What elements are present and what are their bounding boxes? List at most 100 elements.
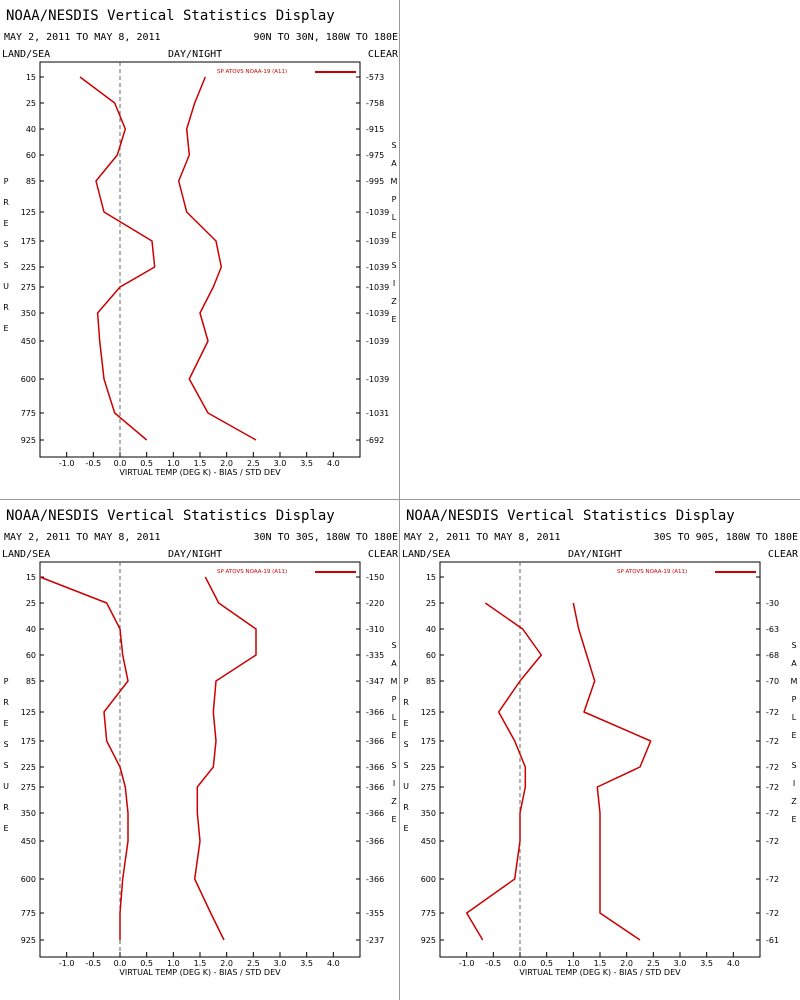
bias-line [465,602,543,941]
pressure-letter: S [403,740,408,749]
land-sea-label: LAND/SEA [2,49,50,60]
x-tick-label: 4.0 [327,459,340,468]
pressure-letter: S [403,761,408,770]
sample-size-letter: L [392,713,397,722]
sample-size-label: -366 [366,809,384,818]
pressure-tick-label: 350 [21,309,36,318]
pressure-tick-label: 350 [21,809,36,818]
sample-size-label: -1039 [366,375,389,384]
sample-size-letter: Z [791,797,797,806]
pressure-tick-label: 450 [421,837,436,846]
sample-size-label: -366 [366,737,384,746]
bias-line [79,76,156,441]
x-tick-label: 2.5 [647,959,660,968]
sample-size-label: -72 [766,737,779,746]
day-night-label: DAY/NIGHT [168,549,222,560]
pressure-letter: S [3,740,8,749]
sample-size-letter: A [791,659,797,668]
sample-size-label: -995 [366,177,384,186]
sample-size-letter: S [391,761,396,770]
panel-title: NOAA/NESDIS Vertical Statistics Display [6,8,335,24]
x-tick-label: 0.5 [140,459,153,468]
sample-size-label: -366 [366,875,384,884]
x-tick-label: 1.5 [594,959,607,968]
sample-size-label: -366 [366,763,384,772]
date-range: MAY 2, 2011 TO MAY 8, 2011 [4,32,161,43]
sample-size-letter: S [791,761,796,770]
sample-size-label: -1039 [366,263,389,272]
pressure-letter: P [404,677,409,686]
sample-size-letter: M [391,177,398,186]
pressure-letter: R [403,698,409,707]
sample-size-label: -366 [366,783,384,792]
x-tick-label: 2.0 [220,959,233,968]
sample-size-label: -366 [366,708,384,717]
pressure-letter: R [3,303,9,312]
sample-size-letter: S [391,261,396,270]
sample-size-label: -63 [766,625,779,634]
vertical-divider [399,0,400,1000]
sample-size-letter: A [391,659,397,668]
sample-size-label: -335 [366,651,384,660]
region-label: 30N TO 30S, 180W TO 180E [254,532,399,543]
pressure-tick-label: 125 [421,708,436,717]
date-range: MAY 2, 2011 TO MAY 8, 2011 [4,532,161,543]
pressure-axis-title: P R E S S U R E [3,177,9,333]
sample-size-letter: L [392,213,397,222]
pressure-tick-label: 925 [421,936,436,945]
sample-size-label: -1039 [366,237,389,246]
pressure-letter: R [3,198,9,207]
x-tick-label: 2.0 [620,959,633,968]
sample-size-letter: M [391,677,398,686]
axes: -1.0 -0.5 0.0 0.5 1.0 1.5 2.0 2.5 3.0 3.5 4.0 15 -15… [21,562,384,968]
chart-30n-30s: NOAA/NESDIS Vertical Statistics Display … [2,508,399,977]
x-tick-label: 3.0 [674,959,687,968]
sample-size-label: -72 [766,837,779,846]
pressure-tick-label: 225 [421,763,436,772]
pressure-tick-label: 450 [21,337,36,346]
sample-size-label: -72 [766,875,779,884]
sample-size-label: -68 [766,651,779,660]
pressure-tick-label: 275 [21,283,36,292]
x-tick-label: 3.5 [300,459,313,468]
sample-size-label: -237 [366,936,384,945]
std-dev-line [177,76,257,441]
x-tick-label: 3.5 [300,959,313,968]
sample-size-label: -72 [766,809,779,818]
panel-title: NOAA/NESDIS Vertical Statistics Display [6,508,335,524]
sample-size-label: -30 [766,599,779,608]
pressure-tick-label: 40 [26,125,36,134]
pressure-tick-label: 275 [421,783,436,792]
region-label: 90N TO 30N, 180W TO 180E [254,32,399,43]
sample-size-label: -150 [366,573,384,582]
x-tick-label: 4.0 [327,959,340,968]
sample-size-label: -975 [366,151,384,160]
x-tick-label: 2.5 [247,959,260,968]
sample-size-label: -692 [366,436,384,445]
pressure-tick-label: 775 [421,909,436,918]
pressure-tick-label: 225 [21,263,36,272]
sample-size-label: -72 [766,783,779,792]
sample-size-letter: E [391,231,396,240]
pressure-letter: S [3,240,8,249]
pressure-tick-label: 125 [21,208,36,217]
pressure-tick-label: 925 [21,936,36,945]
x-tick-label: 1.0 [167,459,180,468]
pressure-letter: P [4,677,9,686]
sample-size-label: -1039 [366,208,389,217]
day-night-label: DAY/NIGHT [568,549,622,560]
sample-size-label: -61 [766,936,779,945]
pressure-tick-label: 85 [26,677,36,686]
pressure-letter: R [3,698,9,707]
pressure-letter: P [4,177,9,186]
x-tick-label: 0.0 [114,459,127,468]
pressure-axis-title: P R E S S U R E [403,677,409,833]
pressure-letter: S [3,761,8,770]
sample-size-label: -310 [366,625,384,634]
chart-90n-30n: NOAA/NESDIS Vertical Statistics Display … [2,8,399,477]
pressure-tick-label: 15 [26,573,36,582]
x-axis-label: VIRTUAL TEMP (DEG K) - BIAS / STD DEV [119,468,281,477]
series-lines [39,576,257,941]
pressure-tick-label: 15 [26,73,36,82]
